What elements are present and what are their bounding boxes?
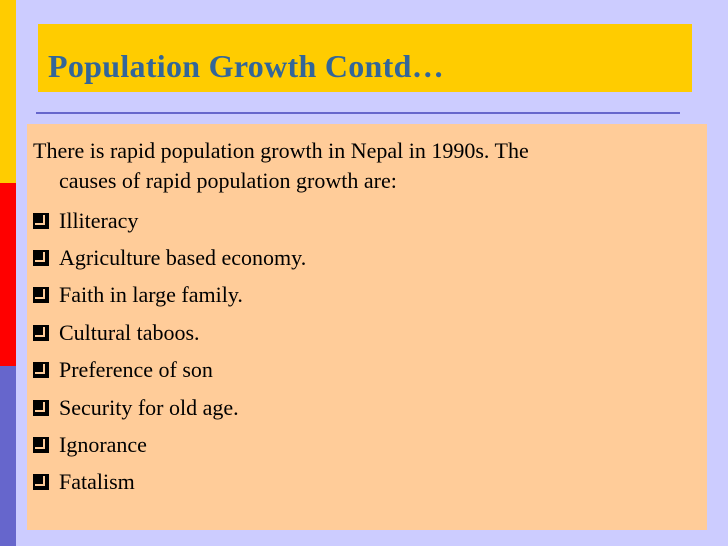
intro-line-2: causes of rapid population growth are:	[59, 168, 397, 193]
list-item-text: Agriculture based economy.	[59, 245, 307, 271]
square-bullet-icon	[33, 399, 49, 416]
bullet-list: Illiteracy Agriculture based economy. Fa…	[33, 202, 306, 501]
list-item-text: Preference of son	[59, 357, 213, 383]
list-item: Ignorance	[33, 426, 306, 463]
square-bullet-icon	[33, 437, 49, 454]
list-item-text: Security for old age.	[59, 394, 239, 420]
intro-paragraph: There is rapid population growth in Nepa…	[33, 136, 693, 196]
square-bullet-icon	[33, 287, 49, 304]
content-panel: There is rapid population growth in Nepa…	[27, 124, 707, 530]
list-item: Illiteracy	[33, 202, 306, 239]
square-bullet-icon	[33, 362, 49, 379]
list-item-text: Illiteracy	[59, 207, 139, 233]
square-bullet-icon	[33, 324, 49, 341]
left-stripe-blue	[0, 366, 16, 546]
square-bullet-icon	[33, 474, 49, 491]
list-item: Security for old age.	[33, 389, 306, 426]
list-item-text: Ignorance	[59, 432, 147, 458]
list-item-text: Fatalism	[59, 469, 135, 495]
list-item-text: Faith in large family.	[59, 282, 243, 308]
title-bar: Population Growth Contd…	[38, 24, 692, 92]
list-item: Preference of son	[33, 352, 306, 389]
intro-line-1: There is rapid population growth in Nepa…	[33, 138, 529, 163]
square-bullet-icon	[33, 250, 49, 267]
title-divider	[36, 112, 680, 114]
list-item-text: Cultural taboos.	[59, 319, 200, 345]
left-stripe-red	[0, 183, 16, 366]
list-item: Cultural taboos.	[33, 314, 306, 351]
list-item: Faith in large family.	[33, 277, 306, 314]
list-item: Fatalism	[33, 464, 306, 501]
left-stripe-yellow	[0, 0, 16, 183]
list-item: Agriculture based economy.	[33, 239, 306, 276]
square-bullet-icon	[33, 212, 49, 229]
slide-title: Population Growth Contd…	[48, 48, 445, 84]
